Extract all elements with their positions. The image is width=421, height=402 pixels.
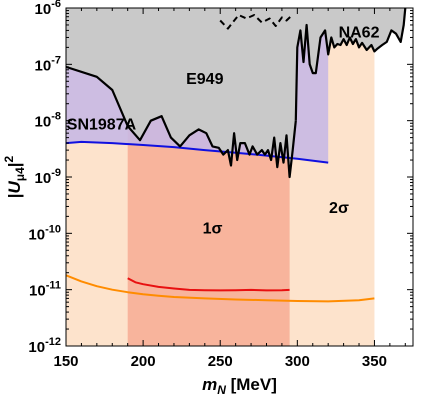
y-tick-label: 10-11	[29, 280, 61, 300]
x-tick-label: 250	[208, 353, 233, 370]
y-tick-label: 10-9	[35, 167, 61, 187]
series-line-2-curve	[66, 274, 375, 303]
x-tick-label: 150	[53, 353, 78, 370]
series-line-1-curve	[127, 277, 290, 292]
region-label-sn1987a: SN1987A	[67, 116, 137, 133]
x-axis-title: mN [MeV]	[202, 375, 277, 397]
y-tick-label: 10-12	[28, 336, 61, 356]
e949-na62-region	[66, 8, 406, 177]
region-labels: E949 NA62 SN1987A 1σ 2σ	[67, 24, 380, 237]
y-tick-label: 10-10	[28, 223, 61, 243]
region-label-e949: E949	[186, 71, 223, 88]
y-tick-label: 10-6	[35, 0, 61, 18]
y-tick-label: 10-8	[35, 111, 61, 131]
series-lines	[66, 8, 407, 303]
x-tick-label: 300	[285, 353, 310, 370]
region-label-1sigma: 1σ	[203, 220, 223, 237]
x-tick-label: 350	[362, 353, 387, 370]
region-label-na62: NA62	[339, 24, 380, 41]
y-tick-label: 10-7	[35, 54, 61, 74]
axis-ticks: 150 200 250 300 350 10-12 10-11 10-10 10-9 10-8 10…	[28, 0, 413, 370]
x-tick-label: 200	[131, 353, 156, 370]
series-line-dashed-bound	[219, 14, 292, 30]
y-axis-title: |Uμ4|2	[2, 155, 27, 198]
region-fills	[66, 8, 406, 346]
series-line-e949	[66, 65, 297, 179]
region-label-2sigma: 2σ	[329, 200, 349, 217]
series-line-na62	[294, 8, 407, 121]
